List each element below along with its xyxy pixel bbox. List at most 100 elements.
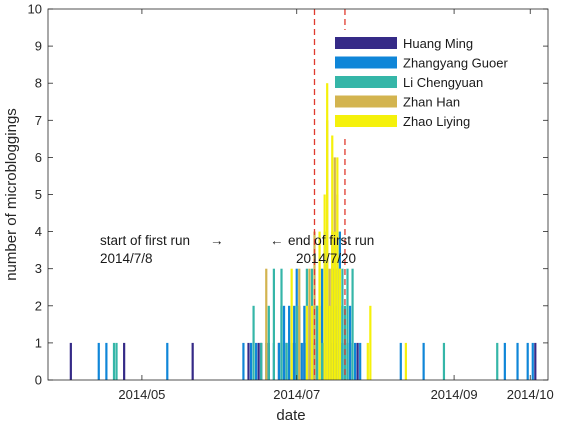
bar (348, 305, 352, 380)
end-run-arrow: ← (270, 233, 284, 248)
y-tick-label: 3 (35, 261, 42, 276)
legend-label: Huang Ming (403, 36, 473, 51)
bar (496, 342, 499, 380)
bar (346, 268, 349, 380)
legend-swatch (335, 115, 397, 127)
bar (298, 268, 301, 380)
bar (503, 342, 506, 380)
bar (257, 342, 260, 380)
bar (534, 342, 537, 380)
x-tick-label: 2014/07 (273, 387, 320, 402)
bar (272, 268, 275, 380)
series-2 (112, 268, 499, 380)
bar (356, 342, 359, 380)
bar (252, 305, 255, 380)
bar (247, 342, 250, 380)
bar (399, 342, 402, 380)
legend-label: Zhao Liying (403, 114, 470, 129)
bar (249, 342, 253, 380)
bar (242, 342, 245, 380)
bar (305, 305, 308, 380)
bar (442, 342, 446, 380)
bar (323, 194, 326, 380)
bar (293, 305, 296, 380)
bar (404, 342, 407, 380)
bar (313, 231, 316, 380)
y-tick-label: 7 (35, 113, 42, 128)
bar (328, 305, 331, 380)
start-run-arrow: → (210, 233, 224, 248)
bar (282, 305, 286, 380)
end-run-label: end of first run (288, 233, 374, 248)
bar (354, 342, 357, 380)
x-tick-label: 2014/10 (507, 387, 554, 402)
y-tick-label: 1 (35, 335, 42, 350)
legend: Huang Ming Zhangyang Guoer Li Chengyuan Zha… (330, 30, 510, 136)
bar (112, 342, 116, 380)
bar (318, 231, 321, 380)
bar (69, 342, 72, 380)
bar (516, 342, 519, 380)
bar (105, 342, 108, 380)
x-axis-ticks: 2014/05 2014/07 2014/09 2014/10 (118, 9, 554, 402)
bar (338, 268, 341, 380)
bar (295, 305, 298, 380)
y-tick-label: 8 (35, 76, 42, 91)
y-tick-label: 10 (28, 2, 42, 17)
bar (115, 342, 118, 380)
bar (260, 342, 263, 380)
series-0 (69, 342, 537, 380)
bar (366, 342, 369, 380)
bar (166, 342, 169, 380)
y-tick-label: 5 (35, 187, 42, 202)
end-run-annotation: ← end of first run 2014/7/20 (270, 233, 374, 266)
y-tick-label: 6 (35, 150, 42, 165)
bar (310, 305, 314, 380)
y-axis-label: number of microbloggings (3, 108, 20, 281)
bar (351, 268, 354, 380)
start-run-annotation: start of first run → 2014/7/8 (100, 233, 224, 266)
bar (255, 342, 258, 380)
start-run-label: start of first run (100, 233, 190, 248)
legend-label: Li Chengyuan (403, 75, 483, 90)
x-tick-label: 2014/05 (118, 387, 165, 402)
bar (277, 342, 281, 380)
bar (280, 268, 283, 380)
y-axis-ticks: 0 1 2 3 4 5 6 7 8 9 10 (28, 2, 548, 388)
bar (321, 268, 324, 380)
y-tick-label: 0 (35, 373, 42, 388)
bar (290, 268, 293, 380)
bar (359, 342, 362, 380)
bar (191, 342, 194, 380)
bar (123, 342, 126, 380)
bar (303, 305, 306, 380)
bar (285, 342, 288, 380)
series-4 (290, 46, 407, 380)
bar (336, 157, 339, 380)
y-tick-label: 2 (35, 298, 42, 313)
bar (300, 342, 303, 380)
bar (341, 268, 344, 380)
bar (369, 305, 372, 380)
x-axis-label: date (276, 407, 305, 424)
legend-swatch (335, 76, 397, 88)
legend-swatch (335, 56, 397, 69)
bar (333, 231, 336, 380)
y-tick-label: 9 (35, 39, 42, 54)
y-tick-label: 4 (35, 224, 42, 239)
bar (308, 268, 311, 380)
bar (526, 342, 529, 380)
bar (321, 342, 324, 380)
bar (531, 342, 534, 380)
legend-label: Zhangyang Guoer (403, 56, 508, 71)
bar (265, 268, 268, 380)
bar (331, 46, 334, 380)
legend-swatch (335, 95, 397, 108)
bar (422, 342, 425, 380)
end-run-date: 2014/7/20 (296, 251, 356, 266)
bar (315, 305, 319, 380)
bar (267, 305, 270, 380)
bar (288, 305, 291, 380)
start-run-date: 2014/7/8 (100, 251, 153, 266)
legend-swatch (335, 37, 397, 49)
